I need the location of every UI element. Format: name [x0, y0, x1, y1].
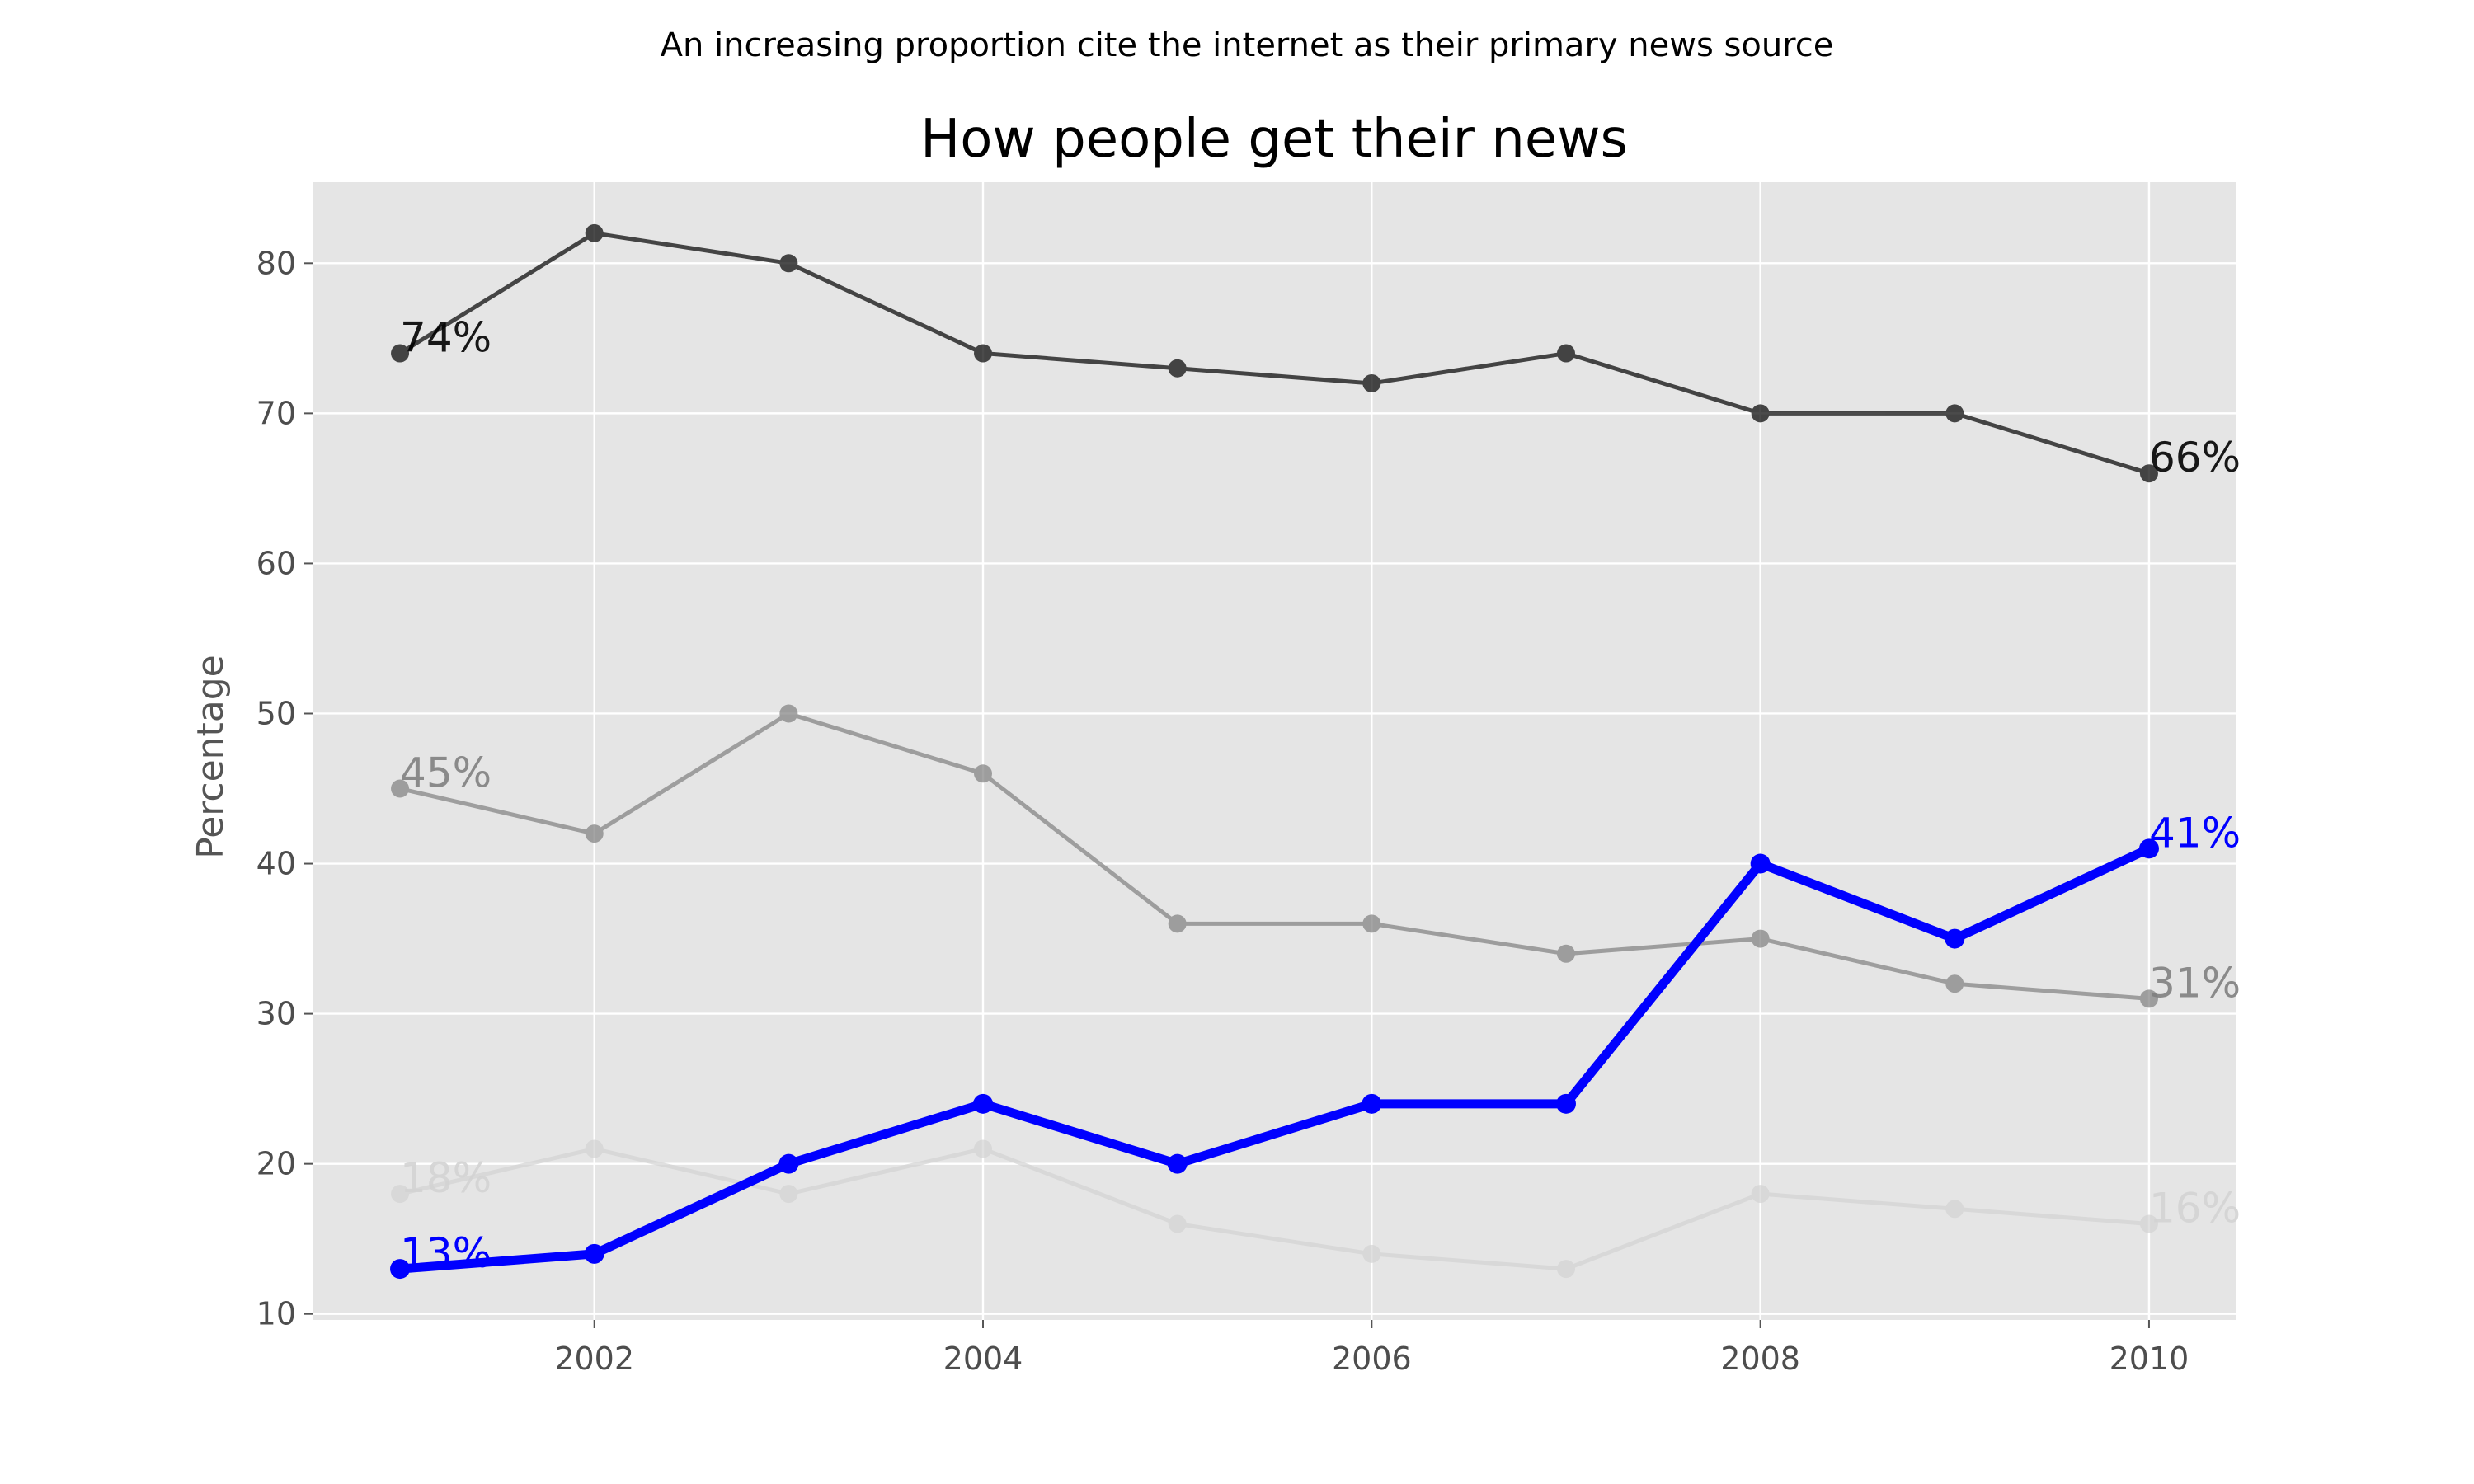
- data-point: [391, 344, 410, 363]
- series-line: [397, 1146, 2152, 1271]
- data-labels: 74% 66% 45% 31% 18% 16% 13% 41%: [400, 314, 2241, 1278]
- data-point: [1556, 944, 1575, 963]
- series-2: [391, 704, 2158, 1008]
- x-tick-label: 2004: [943, 1341, 1023, 1377]
- data-point: [974, 1139, 993, 1158]
- y-tick-label: 30: [256, 996, 296, 1032]
- y-tick-label: 10: [256, 1296, 296, 1332]
- data-point: [2139, 989, 2158, 1008]
- data-point: [585, 223, 604, 242]
- data-point: [779, 704, 798, 723]
- start-value-label: 18%: [400, 1154, 492, 1202]
- chart-title: How people get their news: [920, 109, 1628, 170]
- data-point: [2139, 464, 2158, 483]
- data-point: [1945, 1200, 1964, 1219]
- data-point: [1167, 1153, 1188, 1174]
- data-point: [779, 254, 798, 273]
- data-point: [1362, 1093, 1382, 1114]
- start-value-label: 74%: [400, 314, 492, 362]
- x-tick-label: 2010: [2109, 1341, 2189, 1377]
- data-point: [974, 764, 993, 783]
- y-tick-label: 40: [256, 846, 296, 882]
- data-point: [1945, 974, 1964, 993]
- y-tick-label: 50: [256, 695, 296, 731]
- end-value-label: 16%: [2149, 1184, 2241, 1232]
- x-tick-label: 2002: [554, 1341, 634, 1377]
- series-line: [397, 231, 2152, 476]
- data-point: [1556, 344, 1575, 363]
- data-point: [1751, 929, 1770, 948]
- x-tick-label: 2006: [1332, 1341, 1412, 1377]
- data-point: [974, 344, 993, 363]
- start-value-label: 13%: [400, 1229, 492, 1277]
- grid-lines: [313, 182, 2236, 1320]
- data-point: [1945, 404, 1964, 423]
- data-point: [778, 1153, 799, 1174]
- data-point: [584, 1243, 604, 1264]
- series-4: [390, 838, 2159, 1280]
- data-point: [585, 1139, 604, 1158]
- series-group: [390, 223, 2159, 1280]
- end-value-label: 41%: [2149, 809, 2241, 857]
- data-point: [1751, 1185, 1770, 1204]
- series-3: [391, 1139, 2158, 1279]
- data-point: [391, 779, 410, 798]
- data-point: [1751, 404, 1770, 423]
- data-point: [390, 1259, 411, 1280]
- series-line: [397, 711, 2152, 1001]
- data-point: [1362, 1244, 1381, 1263]
- data-point: [391, 1185, 410, 1204]
- data-point: [2139, 1214, 2158, 1233]
- data-point: [1362, 914, 1381, 933]
- y-tick-label: 70: [256, 395, 296, 431]
- data-point: [1168, 1214, 1187, 1233]
- data-point: [585, 824, 604, 843]
- data-point: [1750, 853, 1771, 874]
- data-point: [1556, 1260, 1575, 1279]
- data-point: [1168, 359, 1187, 378]
- data-point: [973, 1093, 994, 1114]
- data-point: [1945, 928, 1965, 949]
- y-axis-label: Percentage: [190, 655, 232, 859]
- data-point: [779, 1185, 798, 1204]
- end-value-label: 66%: [2149, 434, 2241, 481]
- data-point: [2138, 838, 2159, 859]
- data-point: [1555, 1093, 1576, 1114]
- chart-suptitle: An increasing proportion cite the intern…: [661, 26, 1834, 64]
- y-tick-label: 80: [256, 245, 296, 281]
- data-point: [1362, 373, 1381, 392]
- y-tick-label: 20: [256, 1146, 296, 1182]
- start-value-label: 45%: [400, 749, 492, 797]
- series-1: [391, 223, 2158, 483]
- end-value-label: 31%: [2149, 959, 2241, 1007]
- x-tick-label: 2008: [1720, 1341, 1800, 1377]
- y-tick-label: 60: [256, 545, 296, 581]
- series-line: [395, 843, 2154, 1274]
- data-point: [1168, 914, 1187, 933]
